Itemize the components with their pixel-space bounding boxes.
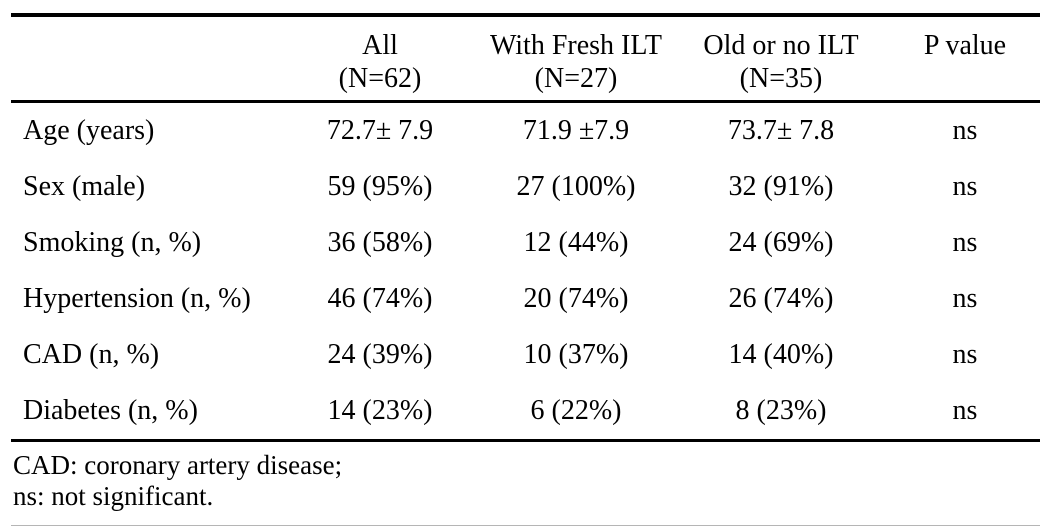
table-row-age: Age (years) 72.7± 7.9 71.9 ±7.9 73.7± 7.…	[11, 101, 1040, 159]
cell-fresh: 10 (37%)	[523, 338, 629, 370]
column-header-line1: Old or no ILT	[703, 30, 859, 61]
table-row-sex: Sex (male) 59 (95%) 27 (100%) 32 (91%) n…	[11, 159, 1040, 215]
cell-fresh: 71.9 ±7.9	[522, 114, 630, 146]
patient-characteristics-table: All (N=62) With Fresh ILT (N=27) Old or …	[11, 13, 1040, 442]
table-header: All (N=62) With Fresh ILT (N=27) Old or …	[11, 15, 1040, 101]
cell-p-value: ns	[952, 170, 978, 202]
row-label: Smoking (n, %)	[23, 226, 202, 258]
cell-p-value: ns	[952, 338, 978, 370]
column-header-line2: (N=27)	[534, 63, 618, 94]
cell-old: 24 (69%)	[728, 226, 834, 258]
column-header-line1: With Fresh ILT	[489, 30, 663, 61]
header-row: All (N=62) With Fresh ILT (N=27) Old or …	[11, 15, 1040, 101]
column-header-p-value: P value	[890, 15, 1040, 101]
cell-all: 36 (58%)	[327, 226, 433, 258]
table-row-diabetes: Diabetes (n, %) 14 (23%) 6 (22%) 8 (23%)…	[11, 383, 1040, 441]
cell-p-value: ns	[952, 282, 978, 314]
row-label: Hypertension (n, %)	[23, 282, 251, 314]
cell-p-value: ns	[952, 394, 978, 426]
column-header-fresh-ilt: With Fresh ILT (N=27)	[480, 15, 672, 101]
table-body: Age (years) 72.7± 7.9 71.9 ±7.9 73.7± 7.…	[11, 101, 1040, 440]
footnote-cad: CAD: coronary artery disease;	[13, 449, 343, 480]
row-label: CAD (n, %)	[23, 338, 160, 370]
cell-all: 14 (23%)	[327, 394, 433, 426]
column-header-line2: (N=35)	[739, 63, 823, 94]
cell-old: 73.7± 7.8	[727, 114, 835, 146]
column-header-line1: P value	[923, 30, 1007, 61]
cell-fresh: 20 (74%)	[523, 282, 629, 314]
cell-old: 26 (74%)	[728, 282, 834, 314]
cell-all: 24 (39%)	[327, 338, 433, 370]
cell-all: 59 (95%)	[327, 170, 433, 202]
table-row-hypertension: Hypertension (n, %) 46 (74%) 20 (74%) 26…	[11, 271, 1040, 327]
row-label: Sex (male)	[23, 170, 146, 202]
column-header-old-no-ilt: Old or no ILT (N=35)	[672, 15, 890, 101]
row-label: Age (years)	[23, 114, 155, 146]
table-footnotes: CAD: coronary artery disease; ns: not si…	[11, 442, 1040, 525]
cell-old: 8 (23%)	[735, 394, 827, 426]
column-header-line2: (N=62)	[338, 63, 422, 94]
column-header-empty	[11, 15, 280, 101]
table-row-smoking: Smoking (n, %) 36 (58%) 12 (44%) 24 (69%…	[11, 215, 1040, 271]
cell-p-value: ns	[952, 114, 978, 146]
row-label: Diabetes (n, %)	[23, 394, 198, 426]
column-header-line1: All	[362, 30, 398, 61]
footnote-ns: ns: not significant.	[13, 480, 214, 511]
table-row-cad: CAD (n, %) 24 (39%) 10 (37%) 14 (40%) ns	[11, 327, 1040, 383]
cell-all: 46 (74%)	[327, 282, 433, 314]
cell-fresh: 6 (22%)	[530, 394, 622, 426]
cell-old: 32 (91%)	[728, 170, 834, 202]
cell-p-value: ns	[952, 226, 978, 258]
table-bottom-rule	[11, 524, 1040, 526]
cell-old: 14 (40%)	[728, 338, 834, 370]
cell-fresh: 12 (44%)	[523, 226, 629, 258]
cell-all: 72.7± 7.9	[326, 114, 434, 146]
cell-fresh: 27 (100%)	[516, 170, 636, 202]
column-header-all: All (N=62)	[280, 15, 480, 101]
